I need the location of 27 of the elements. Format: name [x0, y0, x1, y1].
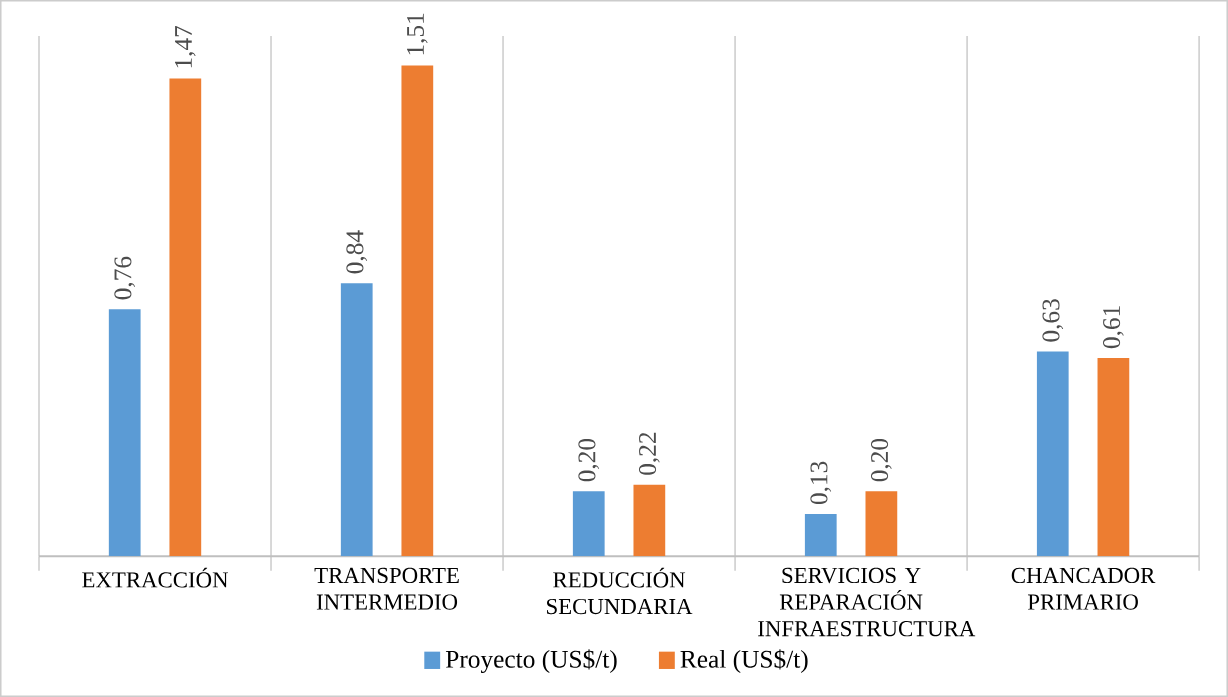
bar: [1036, 351, 1069, 557]
bar: [572, 491, 605, 557]
bar: [633, 484, 666, 557]
data-label: 0,13: [810, 461, 832, 505]
bar: [804, 514, 837, 557]
bar: [401, 65, 434, 557]
data-label: 0,20: [870, 438, 892, 482]
data-label: 0,61: [1103, 306, 1124, 349]
data-label: 1,47: [174, 25, 196, 68]
data-label: 0,84: [346, 230, 368, 274]
bar: [340, 283, 373, 557]
legend-label: Proyecto (US$/t): [445, 649, 617, 674]
bar: [865, 491, 898, 557]
data-label: 0,22: [638, 432, 660, 475]
x-tick-label: TRANSPORTE INTERMEDIO: [314, 567, 459, 610]
data-label: 0,20: [578, 438, 600, 482]
bar: [169, 78, 202, 557]
x-tick-label: CHANCADOR PRIMARIO: [1011, 567, 1156, 610]
data-label: 0,63: [1042, 299, 1064, 342]
x-tick-label: EXTRACCIÓN: [82, 567, 229, 588]
legend-label: Real (US$/t): [680, 649, 808, 673]
x-tick-label: SERVICIOS Y REPARACIÓN INFRAESTRUCTURA: [758, 567, 976, 637]
data-label: 1,51: [407, 13, 428, 55]
bar: [108, 309, 141, 557]
bar: [1097, 358, 1130, 557]
data-label: 0,76: [114, 256, 136, 300]
x-tick-label: REDUCCIÓN SECUNDARIA: [547, 567, 693, 615]
